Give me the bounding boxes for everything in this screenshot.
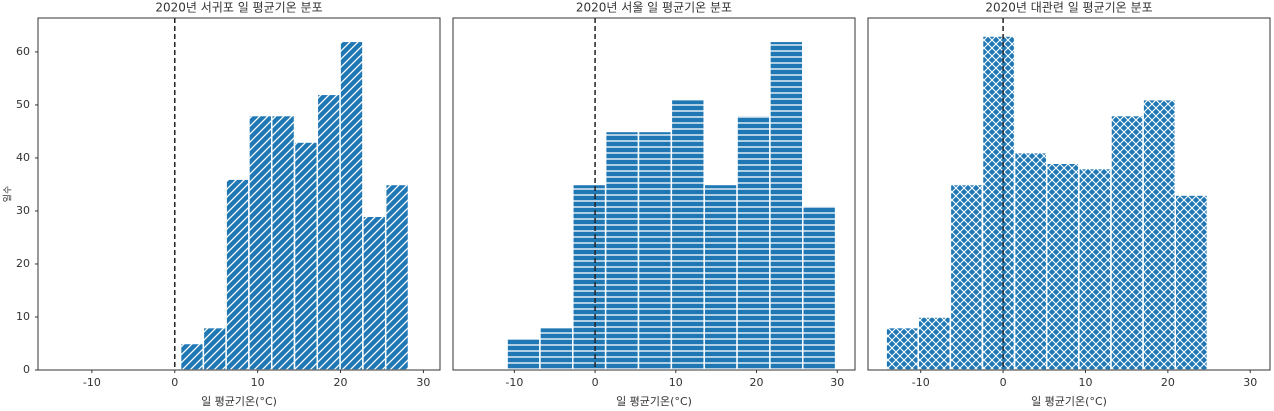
y-tick-label: 30 — [16, 204, 30, 217]
x-tick-label: 30 — [416, 376, 430, 389]
bar — [539, 326, 574, 371]
x-tick-label: 20 — [750, 376, 764, 389]
x-tick-label: 0 — [1000, 376, 1007, 389]
bar — [604, 130, 640, 371]
bar — [670, 98, 705, 371]
chart-title: 2020년 서울 일 평균기온 분포 — [576, 1, 732, 15]
bar — [885, 326, 919, 371]
bar — [1013, 151, 1048, 371]
bar — [802, 204, 837, 371]
y-tick-label: 20 — [16, 257, 30, 270]
x-tick-label: -10 — [505, 376, 523, 389]
axes-frame — [37, 17, 441, 371]
chart-title: 2020년 대관련 일 평균기온 분포 — [985, 1, 1152, 15]
bar — [949, 183, 984, 371]
y-tick-label: 10 — [16, 310, 30, 323]
x-tick-label: 0 — [592, 376, 599, 389]
bar — [572, 183, 607, 371]
bar — [362, 215, 387, 371]
x-tick-label: -10 — [83, 376, 101, 389]
y-tick-label: 50 — [16, 98, 30, 111]
bar — [981, 35, 1016, 371]
x-tick-label: 10 — [251, 376, 265, 389]
y-tick-label: 40 — [16, 151, 30, 164]
x-tick-label: 20 — [334, 376, 348, 389]
bar — [384, 183, 410, 371]
x-axis-label: 일 평균기온(°C) — [1031, 394, 1107, 408]
axes-frame — [867, 17, 1271, 371]
bar — [248, 114, 273, 371]
bar — [339, 40, 364, 371]
bar — [917, 316, 952, 371]
bar — [1110, 114, 1144, 371]
axes-frame — [452, 17, 856, 371]
bar — [1078, 167, 1112, 371]
x-tick-label: 10 — [669, 376, 683, 389]
y-axis-label: 일수 — [3, 186, 14, 203]
x-tick-label: 30 — [1243, 376, 1257, 389]
x-tick-label: 30 — [830, 376, 844, 389]
x-tick-label: 0 — [171, 376, 178, 389]
bar — [1174, 194, 1209, 371]
bar — [506, 337, 541, 371]
bar — [703, 183, 738, 371]
bar — [637, 130, 673, 371]
bar — [202, 326, 227, 371]
x-axis-label: 일 평균기온(°C) — [201, 394, 277, 408]
x-tick-label: 10 — [1078, 376, 1092, 389]
bar — [179, 342, 205, 371]
bar — [1046, 162, 1080, 371]
bar — [316, 93, 341, 371]
bar — [769, 40, 804, 371]
chart-title: 2020년 서귀포 일 평균기온 분포 — [155, 1, 322, 15]
bar — [736, 114, 771, 371]
bar — [225, 178, 250, 371]
x-tick-label: 20 — [1161, 376, 1175, 389]
y-tick-label: 60 — [16, 45, 30, 58]
bar — [270, 114, 296, 371]
bar — [293, 141, 319, 371]
x-tick-label: -10 — [912, 376, 930, 389]
x-axis-label: 일 평균기온(°C) — [616, 394, 692, 408]
bar — [1142, 98, 1177, 371]
y-tick-label: 0 — [23, 363, 30, 376]
